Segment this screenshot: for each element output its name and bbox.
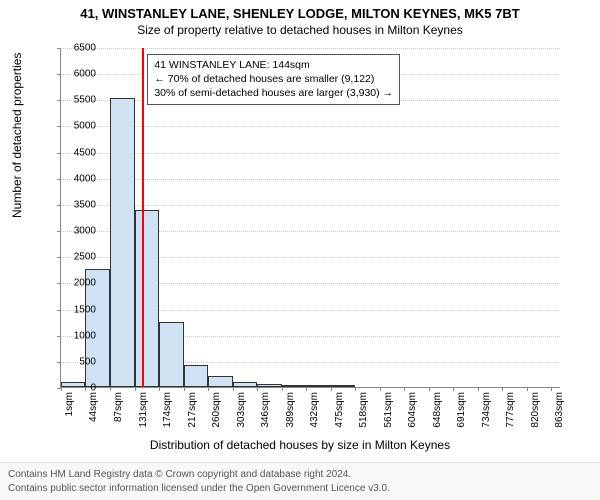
xtick-mark	[453, 387, 454, 391]
xtick-mark	[135, 387, 136, 391]
footer-line-1: Contains HM Land Registry data © Crown c…	[8, 468, 592, 482]
ytick-label: 500	[79, 356, 96, 367]
y-axis-label: Number of detached properties	[10, 53, 24, 218]
xtick-mark	[233, 387, 234, 391]
ytick-mark	[57, 205, 61, 206]
annotation-line-2: ← 70% of detached houses are smaller (9,…	[154, 72, 393, 86]
xtick-mark	[429, 387, 430, 391]
xtick-mark	[282, 387, 283, 391]
histogram-bar	[257, 384, 281, 387]
xtick-label: 1sqm	[64, 392, 75, 416]
gridline	[61, 205, 560, 206]
histogram-bar	[306, 385, 330, 387]
xtick-mark	[502, 387, 503, 391]
xtick-label: 475sqm	[334, 392, 345, 428]
xtick-mark	[355, 387, 356, 391]
xtick-label: 346sqm	[260, 392, 271, 428]
xtick-label: 734sqm	[481, 392, 492, 428]
ytick-mark	[57, 362, 61, 363]
annotation-line-3: 30% of semi-detached houses are larger (…	[154, 86, 393, 100]
xtick-mark	[478, 387, 479, 391]
xtick-label: 863sqm	[554, 392, 565, 428]
xtick-mark	[61, 387, 62, 391]
xtick-label: 260sqm	[211, 392, 222, 428]
xtick-mark	[257, 387, 258, 391]
ytick-label: 3500	[74, 199, 96, 210]
reference-line	[142, 48, 144, 387]
xtick-mark	[404, 387, 405, 391]
gridline	[61, 153, 560, 154]
xtick-label: 777sqm	[505, 392, 516, 428]
xtick-mark	[551, 387, 552, 391]
xtick-mark	[208, 387, 209, 391]
ytick-mark	[57, 100, 61, 101]
x-axis-label: Distribution of detached houses by size …	[0, 438, 600, 452]
ytick-mark	[57, 153, 61, 154]
ytick-label: 1500	[74, 304, 96, 315]
histogram-bar	[233, 382, 257, 387]
xtick-label: 561sqm	[383, 392, 394, 428]
xtick-label: 691sqm	[456, 392, 467, 428]
ytick-mark	[57, 74, 61, 75]
xtick-label: 518sqm	[358, 392, 369, 428]
xtick-mark	[159, 387, 160, 391]
ytick-label: 1000	[74, 330, 96, 341]
xtick-label: 820sqm	[530, 392, 541, 428]
ytick-label: 5000	[74, 121, 96, 132]
ytick-label: 0	[90, 383, 96, 394]
ytick-mark	[57, 48, 61, 49]
xtick-mark	[380, 387, 381, 391]
gridline	[61, 179, 560, 180]
xtick-label: 604sqm	[407, 392, 418, 428]
histogram-bar	[110, 98, 135, 387]
xtick-mark	[85, 387, 86, 391]
xtick-mark	[184, 387, 185, 391]
ytick-label: 4000	[74, 173, 96, 184]
chart-title-address: 41, WINSTANLEY LANE, SHENLEY LODGE, MILT…	[0, 0, 600, 21]
xtick-label: 432sqm	[309, 392, 320, 428]
ytick-label: 4500	[74, 147, 96, 158]
histogram-bar	[208, 376, 232, 387]
ytick-label: 5500	[74, 95, 96, 106]
ytick-label: 3000	[74, 226, 96, 237]
xtick-label: 87sqm	[113, 392, 124, 422]
histogram-bar	[331, 385, 355, 387]
ytick-label: 2500	[74, 252, 96, 263]
ytick-mark	[57, 179, 61, 180]
xtick-mark	[306, 387, 307, 391]
chart-area: 41 WINSTANLEY LANE: 144sqm ← 70% of deta…	[60, 48, 560, 388]
ytick-mark	[57, 336, 61, 337]
xtick-label: 389sqm	[285, 392, 296, 428]
xtick-label: 44sqm	[88, 392, 99, 422]
ytick-mark	[57, 283, 61, 284]
ytick-mark	[57, 257, 61, 258]
ytick-label: 6500	[74, 43, 96, 54]
ytick-mark	[57, 310, 61, 311]
xtick-label: 217sqm	[187, 392, 198, 428]
histogram-bar	[159, 322, 183, 387]
histogram-bar	[61, 382, 85, 387]
xtick-label: 648sqm	[432, 392, 443, 428]
histogram-bar	[184, 365, 208, 387]
annotation-line-1: 41 WINSTANLEY LANE: 144sqm	[154, 58, 393, 72]
ytick-label: 6000	[74, 69, 96, 80]
histogram-bar	[282, 385, 306, 387]
attribution-footer: Contains HM Land Registry data © Crown c…	[0, 462, 600, 500]
gridline	[61, 126, 560, 127]
xtick-mark	[110, 387, 111, 391]
histogram-bar	[135, 210, 159, 387]
xtick-label: 303sqm	[236, 392, 247, 428]
ytick-mark	[57, 126, 61, 127]
footer-line-2: Contains public sector information licen…	[8, 482, 592, 496]
xtick-label: 174sqm	[162, 392, 173, 428]
xtick-mark	[527, 387, 528, 391]
ytick-label: 2000	[74, 278, 96, 289]
gridline	[61, 48, 560, 49]
chart-subtitle: Size of property relative to detached ho…	[0, 21, 600, 37]
ytick-mark	[57, 231, 61, 232]
annotation-box: 41 WINSTANLEY LANE: 144sqm ← 70% of deta…	[147, 54, 400, 105]
xtick-mark	[331, 387, 332, 391]
xtick-label: 131sqm	[138, 392, 149, 428]
